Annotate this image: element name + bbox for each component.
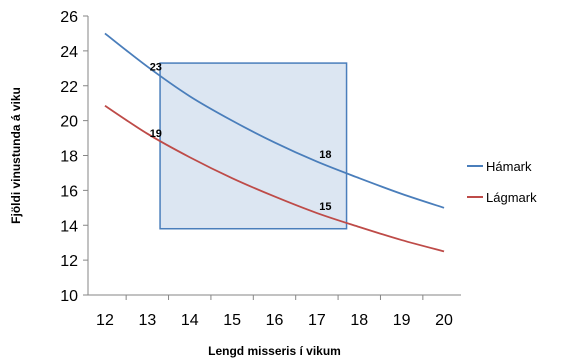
x-tick-label: 19 [393,312,411,329]
x-tick-label: 14 [181,312,199,329]
series-line-lagmark [104,105,445,253]
annotation-label: 18 [319,149,331,161]
y-tick-label: 26 [60,9,78,26]
y-tick-label: 14 [60,218,78,235]
y-tick-label: 12 [60,253,78,270]
x-tick-label: 17 [308,312,326,329]
annotation-label: 15 [319,201,331,213]
y-tick-label: 10 [60,288,78,305]
legend-label: Hámark [486,159,532,174]
highlight-box [159,62,348,230]
x-tick-label: 15 [223,312,241,329]
y-tick-label: 22 [60,79,78,96]
x-axis-title: Lengd misseris í vikum [208,344,341,358]
y-tick-label: 24 [60,44,78,61]
x-tick-label: 13 [138,312,156,329]
y-tick-label: 16 [60,183,78,200]
annotation-label: 19 [150,128,162,140]
y-tick-label: 18 [60,149,78,166]
y-tick-label: 20 [60,114,78,131]
series-line-hamark [104,32,445,209]
y-axis-title: Fjöldi vinustunda á viku [9,87,23,224]
x-tick-label: 16 [266,312,284,329]
annotation-label: 23 [150,62,162,74]
x-tick-label: 20 [435,312,453,329]
x-tick-label: 12 [96,312,114,329]
legend-label: Lágmark [486,190,537,205]
x-tick-label: 18 [350,312,368,329]
